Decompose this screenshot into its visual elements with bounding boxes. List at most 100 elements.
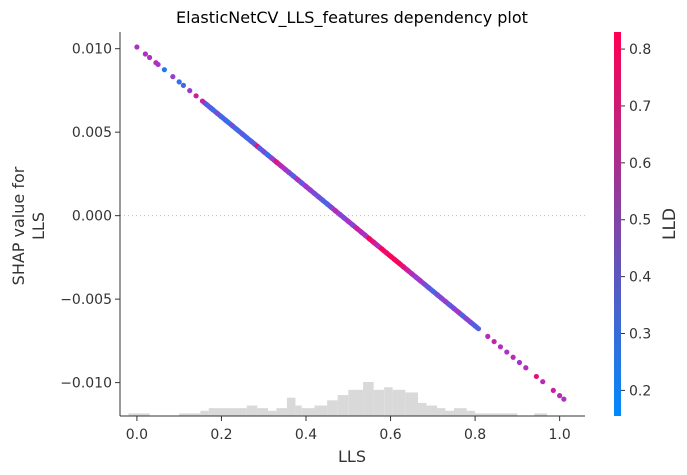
x-tick-label: 0.4 <box>295 427 317 443</box>
histogram <box>128 382 547 416</box>
histogram-bar <box>392 389 406 416</box>
histogram-bar <box>276 408 287 416</box>
scatter-point <box>229 122 235 129</box>
histogram-bar <box>534 413 547 416</box>
scatter-point <box>282 166 288 172</box>
y-axis-label-line2: LLS <box>29 212 48 240</box>
scatter-point <box>273 159 280 165</box>
scatter-point <box>516 359 523 366</box>
scatter-point <box>316 194 322 200</box>
scatter-point <box>362 232 368 238</box>
scatter-point <box>417 277 423 284</box>
histogram-bar <box>418 402 427 416</box>
histogram-bar <box>128 413 150 416</box>
histogram-bar <box>301 408 315 416</box>
colorbar-tick-label: 0.8 <box>629 42 651 58</box>
scatter-point <box>442 298 449 305</box>
x-tick-label: 0.2 <box>210 427 232 443</box>
scatter-point <box>430 288 436 294</box>
scatter-point <box>387 253 394 259</box>
histogram-bar <box>208 408 247 416</box>
scatter-point <box>459 312 466 319</box>
scatter-point <box>303 183 309 190</box>
histogram-bar <box>295 405 302 416</box>
scatter-points <box>134 44 567 402</box>
histogram-bar <box>327 400 338 416</box>
histogram-bar <box>405 392 419 416</box>
scatter-point <box>354 225 360 231</box>
scatter-point <box>349 222 356 228</box>
scatter-point <box>396 260 402 266</box>
y-tick-label: 0.005 <box>72 125 112 141</box>
scatter-point <box>464 316 470 322</box>
scatter-point <box>225 119 231 125</box>
colorbar-tick-label: 0.3 <box>629 327 651 343</box>
chart-title: ElasticNetCV_LLS_features dependency plo… <box>176 8 528 28</box>
scatter-point <box>540 379 546 385</box>
x-tick-label: 0.0 <box>126 427 148 443</box>
histogram-bar <box>348 389 364 416</box>
histogram-bar <box>384 387 393 416</box>
histogram-bar <box>373 389 385 416</box>
histogram-bar <box>337 395 349 416</box>
colorbar-tick-label: 0.5 <box>629 213 651 229</box>
scatter-point <box>379 246 385 252</box>
scatter-point <box>404 267 411 273</box>
scatter-point <box>180 82 187 88</box>
scatter-point <box>468 319 474 326</box>
scatter-point <box>187 88 193 94</box>
scatter-point <box>239 131 246 137</box>
scatter-point <box>523 365 529 371</box>
scatter-point <box>447 302 453 308</box>
histogram-bar <box>286 397 296 416</box>
histogram-bar <box>246 405 258 416</box>
scatter-point <box>400 264 406 270</box>
y-tick-label: 0.000 <box>72 209 112 225</box>
scatter-point <box>491 338 497 345</box>
histogram-bar <box>179 413 201 416</box>
scatter-point <box>170 74 176 80</box>
y-tick-label: −0.005 <box>60 292 112 308</box>
histogram-bar <box>257 408 268 416</box>
x-tick-label: 0.8 <box>464 427 486 443</box>
histogram-bar <box>437 408 446 416</box>
scatter-point <box>324 201 330 207</box>
scatter-point <box>214 110 220 116</box>
x-tick-label: 0.6 <box>379 427 401 443</box>
histogram-bar <box>363 382 374 416</box>
scatter-point <box>199 98 206 104</box>
scatter-point <box>176 79 182 85</box>
scatter-point <box>256 145 263 151</box>
x-tick-label: 1.0 <box>549 427 571 443</box>
scatter-point <box>366 236 373 242</box>
histogram-bar <box>466 410 476 416</box>
scatter-point <box>299 180 305 186</box>
histogram-bar <box>426 405 438 416</box>
scatter-point <box>294 176 301 183</box>
scatter-point <box>193 93 199 99</box>
scatter-point <box>261 149 267 155</box>
scatter-point <box>557 393 563 399</box>
scatter-point <box>161 67 167 73</box>
scatter-point <box>504 349 510 355</box>
scatter-point <box>425 284 432 291</box>
histogram-bar <box>475 413 518 416</box>
scatter-point <box>142 51 148 57</box>
histogram-bar <box>200 410 209 416</box>
scatter-point <box>561 396 567 402</box>
scatter-point <box>375 243 381 249</box>
x-axis-label: LLS <box>338 447 366 466</box>
scatter-point <box>307 187 313 193</box>
scatter-point <box>510 354 516 360</box>
scatter-point <box>332 208 339 214</box>
scatter-point <box>134 44 140 50</box>
colorbar-label: LLD <box>660 208 680 240</box>
colorbar-tick-label: 0.2 <box>629 383 651 399</box>
scatter-point <box>244 135 250 141</box>
x-axis: 0.0 0.2 0.4 0.6 0.8 1.0 <box>120 415 585 443</box>
scatter-point <box>392 257 398 263</box>
scatter-point <box>218 114 225 120</box>
scatter-point <box>434 291 440 298</box>
scatter-point <box>204 101 210 108</box>
